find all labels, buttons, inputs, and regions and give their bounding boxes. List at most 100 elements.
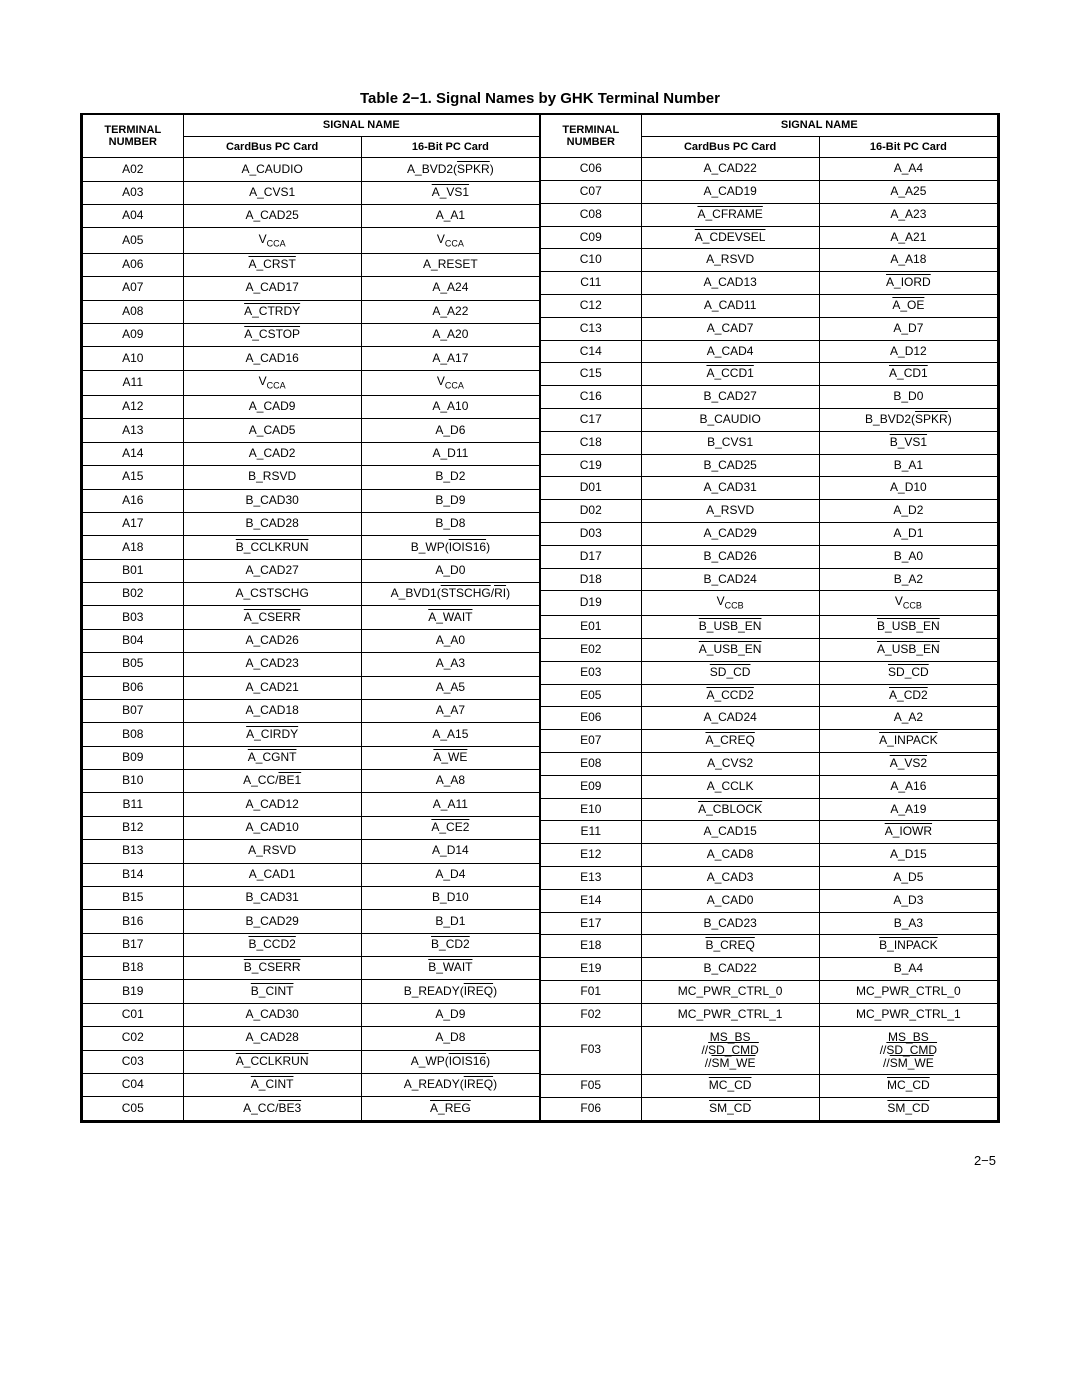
terminal-cell: A04 (83, 205, 184, 228)
pc16-cell: VCCA (361, 228, 539, 253)
terminal-cell: B05 (83, 653, 184, 676)
table-row: C16B_CAD27B_D0 (541, 386, 998, 409)
table-row: E19B_CAD22B_A4 (541, 958, 998, 981)
cardbus-cell: A_RSVD (641, 249, 819, 272)
cardbus-cell: A_CGNT (183, 746, 361, 769)
table-row: A02A_CAUDIOA_BVD2(SPKR) (83, 158, 540, 181)
cardbus-cell: A_CAD24 (641, 707, 819, 730)
terminal-cell: E12 (541, 844, 642, 867)
pc16-cell: A_IORD (819, 272, 997, 295)
cardbus-cell: B_CVS1 (641, 431, 819, 454)
cardbus-cell: B_CSERR (183, 957, 361, 980)
terminal-cell: C19 (541, 454, 642, 477)
pc16-cell: A_REG (361, 1097, 539, 1120)
pc16-cell: B_A0 (819, 545, 997, 568)
pc16-cell: B_D10 (361, 886, 539, 909)
page-number: 2−5 (80, 1153, 1000, 1168)
cardbus-cell: A_CC/BE3 (183, 1097, 361, 1120)
table-row: C07A_CAD19A_A25 (541, 181, 998, 204)
terminal-cell: E10 (541, 798, 642, 821)
cardbus-cell: A_CAD2 (183, 442, 361, 465)
pc16-cell: MC_PWR_CTRL_1 (819, 1003, 997, 1026)
table-row: E06A_CAD24A_A2 (541, 707, 998, 730)
terminal-cell: D01 (541, 477, 642, 500)
pc16-cell: A_READY(IREQ) (361, 1073, 539, 1096)
terminal-cell: C04 (83, 1073, 184, 1096)
terminal-cell: A14 (83, 442, 184, 465)
terminal-cell: C06 (541, 158, 642, 181)
terminal-cell: B13 (83, 840, 184, 863)
signal-table-container: TERMINALNUMBER SIGNAL NAME CardBus PC Ca… (80, 113, 1000, 1123)
pc16-cell: A_D12 (819, 340, 997, 363)
terminal-cell: B10 (83, 770, 184, 793)
table-row: D02A_RSVDA_D2 (541, 500, 998, 523)
table-row: A05VCCAVCCA (83, 228, 540, 253)
cardbus-cell: A_CAD13 (641, 272, 819, 295)
cardbus-cell: B_CAD26 (641, 545, 819, 568)
pc16-cell: A_A1 (361, 205, 539, 228)
pc16-cell: A_A23 (819, 203, 997, 226)
terminal-cell: A11 (83, 370, 184, 395)
cardbus-cell: B_CREQ (641, 935, 819, 958)
terminal-cell: E06 (541, 707, 642, 730)
cardbus-cell: A_CSTSCHG (183, 583, 361, 606)
terminal-cell: B01 (83, 559, 184, 582)
terminal-cell: A12 (83, 396, 184, 419)
terminal-cell: A10 (83, 347, 184, 370)
cardbus-cell: A_CAD21 (183, 676, 361, 699)
cardbus-cell: A_CDEVSEL (641, 226, 819, 249)
cardbus-cell: B_RSVD (183, 466, 361, 489)
table-row: A06A_CRSTA_RESET (83, 253, 540, 276)
cardbus-cell: B_CAUDIO (641, 409, 819, 432)
table-row: B09A_CGNTA_WE (83, 746, 540, 769)
th-signal: SIGNAL NAME (641, 114, 997, 136)
terminal-cell: C03 (83, 1050, 184, 1073)
cardbus-cell: VCCB (641, 591, 819, 616)
table-row: B05A_CAD23A_A3 (83, 653, 540, 676)
terminal-cell: D03 (541, 523, 642, 546)
cardbus-cell: A_CCD1 (641, 363, 819, 386)
pc16-cell: A_A2 (819, 707, 997, 730)
terminal-cell: B12 (83, 816, 184, 839)
table-row: D18B_CAD24B_A2 (541, 568, 998, 591)
table-row: E12A_CAD8A_D15 (541, 844, 998, 867)
table-row: A04A_CAD25A_A1 (83, 205, 540, 228)
pc16-cell: A_D7 (819, 317, 997, 340)
pc16-cell: B_A4 (819, 958, 997, 981)
pc16-cell: B_BVD2(SPKR) (819, 409, 997, 432)
cardbus-cell: A_CC/BE1 (183, 770, 361, 793)
table-row: F01MC_PWR_CTRL_0MC_PWR_CTRL_0 (541, 980, 998, 1003)
pc16-cell: A_A7 (361, 699, 539, 722)
cardbus-cell: A_CAD27 (183, 559, 361, 582)
cardbus-cell: B_CAD31 (183, 886, 361, 909)
table-row: E17B_CAD23B_A3 (541, 912, 998, 935)
cardbus-cell: A_CAD12 (183, 793, 361, 816)
pc16-cell: A_D3 (819, 889, 997, 912)
table-row: A18B_CCLKRUNB_WP(IOIS16) (83, 536, 540, 559)
cardbus-cell: A_CAD19 (641, 181, 819, 204)
terminal-cell: E18 (541, 935, 642, 958)
cardbus-cell: A_CAD7 (641, 317, 819, 340)
cardbus-cell: A_CREQ (641, 730, 819, 753)
pc16-cell: A_A16 (819, 775, 997, 798)
terminal-cell: B04 (83, 629, 184, 652)
terminal-cell: B11 (83, 793, 184, 816)
pc16-cell: B_D2 (361, 466, 539, 489)
signal-table-right: TERMINALNUMBER SIGNAL NAME CardBus PC Ca… (540, 113, 998, 1121)
terminal-cell: E07 (541, 730, 642, 753)
cardbus-cell: A_CAD17 (183, 277, 361, 300)
cardbus-cell: A_CIRDY (183, 723, 361, 746)
table-row: C15A_CCD1A_CD1 (541, 363, 998, 386)
th-pc16: 16-Bit PC Card (361, 136, 539, 158)
cardbus-cell: B_CAD29 (183, 910, 361, 933)
cardbus-cell: A_RSVD (183, 840, 361, 863)
terminal-cell: C10 (541, 249, 642, 272)
cardbus-cell: SM_CD (641, 1097, 819, 1120)
terminal-cell: D17 (541, 545, 642, 568)
table-row: E09A_CCLKA_A16 (541, 775, 998, 798)
pc16-cell: A_D10 (819, 477, 997, 500)
terminal-cell: F02 (541, 1003, 642, 1026)
table-row: A09A_CSTOPA_A20 (83, 323, 540, 346)
pc16-cell: B_VS1 (819, 431, 997, 454)
terminal-cell: A17 (83, 512, 184, 535)
